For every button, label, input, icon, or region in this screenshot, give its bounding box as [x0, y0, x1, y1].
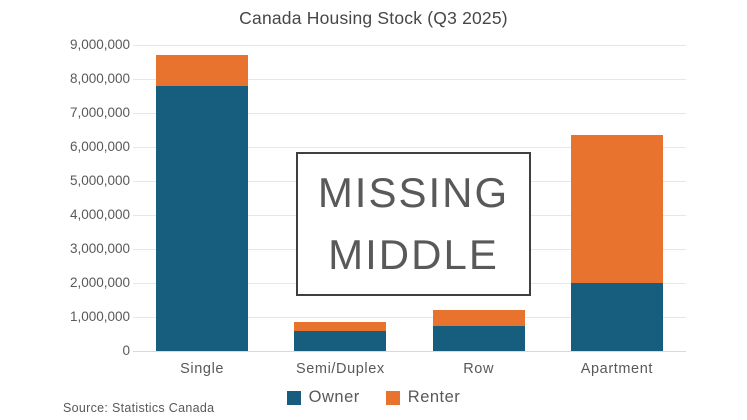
- legend-label: Owner: [308, 388, 360, 406]
- legend-swatch-renter: [385, 390, 400, 405]
- legend: Owner Renter: [0, 388, 747, 407]
- x-tick-label: Row: [463, 361, 495, 377]
- bar-slot-semi-duplex: [271, 45, 409, 351]
- gridline: [133, 317, 686, 318]
- bar-segment-owner: [294, 330, 387, 351]
- y-tick-label: 4,000,000: [69, 207, 130, 222]
- gridline: [133, 45, 686, 46]
- bar-segment-owner: [570, 283, 663, 351]
- chart-title: Canada Housing Stock (Q3 2025): [239, 8, 508, 28]
- missing-middle-annotation-box: MISSING MIDDLE: [296, 152, 531, 296]
- x-axis-line: [133, 351, 686, 352]
- bar-slot-row: [410, 45, 548, 351]
- gridline: [133, 79, 686, 80]
- bar-segment-owner: [432, 325, 525, 351]
- x-axis-labels: Single Semi/Duplex Row Apartment: [133, 361, 686, 377]
- y-tick-label: 2,000,000: [69, 275, 130, 290]
- y-tick-label: 9,000,000: [69, 37, 130, 52]
- annotation-line-2: MIDDLE: [328, 231, 499, 278]
- gridline: [133, 113, 686, 114]
- source-note: Source: Statistics Canada: [63, 401, 215, 415]
- y-tick-label: 0: [122, 343, 130, 358]
- legend-label: Renter: [407, 388, 461, 406]
- x-tick-label: Apartment: [580, 361, 654, 377]
- bar-slot-apartment: [548, 45, 686, 351]
- bar-stack: [294, 322, 387, 351]
- y-tick-label: 3,000,000: [69, 241, 130, 256]
- bar-segment-renter: [156, 55, 249, 86]
- annotation-line-1: MISSING: [317, 169, 510, 216]
- bar-segment-renter: [294, 322, 387, 331]
- gridline: [133, 147, 686, 148]
- bar-segment-renter: [570, 135, 663, 283]
- bar-stack: [156, 55, 249, 351]
- bar-stack: [570, 135, 663, 351]
- x-tick-label: Single: [180, 361, 225, 377]
- x-tick-label: Semi/Duplex: [295, 361, 385, 377]
- y-tick-label: 7,000,000: [69, 105, 130, 120]
- bar-stack: [432, 310, 525, 351]
- y-tick-label: 5,000,000: [69, 173, 130, 188]
- y-tick-label: 6,000,000: [69, 139, 130, 154]
- bar-slot-single: [133, 45, 271, 351]
- bar-segment-owner: [156, 85, 249, 351]
- y-tick-label: 1,000,000: [69, 309, 130, 324]
- bar-segment-renter: [432, 310, 525, 326]
- legend-item-renter: Renter: [385, 388, 461, 407]
- y-tick-label: 8,000,000: [69, 71, 130, 86]
- legend-swatch-owner: [286, 390, 301, 405]
- legend-item-owner: Owner: [286, 388, 360, 407]
